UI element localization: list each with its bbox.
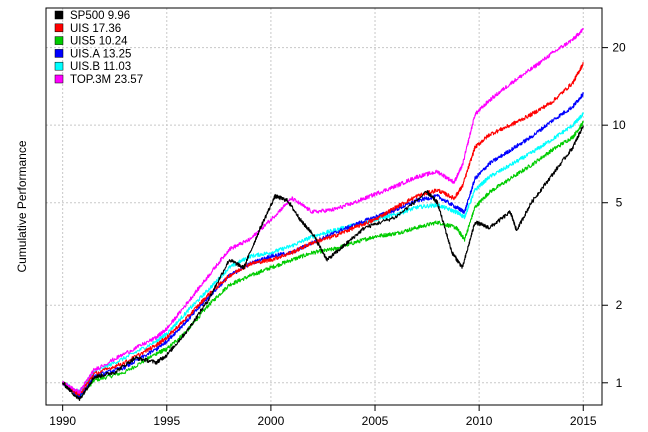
legend-swatch bbox=[54, 49, 64, 58]
grid-lines bbox=[46, 8, 602, 405]
series-line bbox=[62, 62, 584, 397]
legend-swatch bbox=[54, 74, 64, 84]
y-tick-label: 2 bbox=[616, 298, 623, 312]
x-tick-label: 2015 bbox=[570, 414, 597, 428]
legend-swatch bbox=[54, 10, 64, 20]
y-tick-label: 10 bbox=[612, 118, 626, 132]
x-tick-label: 2010 bbox=[466, 414, 493, 428]
legend-label: TOP.3M 23.57 bbox=[70, 74, 143, 86]
legend-swatch bbox=[54, 36, 64, 45]
series-lines bbox=[62, 27, 584, 401]
y-tick-label: 1 bbox=[616, 376, 623, 390]
x-tick-label: 2000 bbox=[258, 414, 285, 428]
legend-label: UIS5 10.24 bbox=[70, 36, 128, 48]
x-tick-label: 1990 bbox=[49, 414, 76, 428]
legend-label: UIS.A 13.25 bbox=[70, 48, 131, 60]
legend-swatch bbox=[54, 61, 64, 71]
series-line bbox=[62, 125, 584, 401]
series-line bbox=[62, 91, 584, 399]
legend-label: SP500 9.96 bbox=[70, 10, 130, 22]
y-tick-label: 5 bbox=[616, 196, 623, 210]
series-line bbox=[62, 27, 584, 394]
legend-label: UIS 17.36 bbox=[70, 23, 121, 35]
legend-label: UIS.B 11.03 bbox=[70, 61, 131, 73]
x-tick-label: 2005 bbox=[362, 414, 389, 428]
x-axis: 1990 1995 2000 2005 2010 2015 bbox=[49, 405, 597, 428]
x-tick-label: 1995 bbox=[153, 414, 180, 428]
y-axis-title: Cumulative Performance bbox=[15, 140, 29, 272]
plot-frame bbox=[45, 7, 603, 406]
y-tick-label: 20 bbox=[612, 41, 626, 55]
legend-swatch bbox=[54, 23, 64, 33]
y-axis: 1 2 5 10 20 bbox=[602, 41, 626, 390]
